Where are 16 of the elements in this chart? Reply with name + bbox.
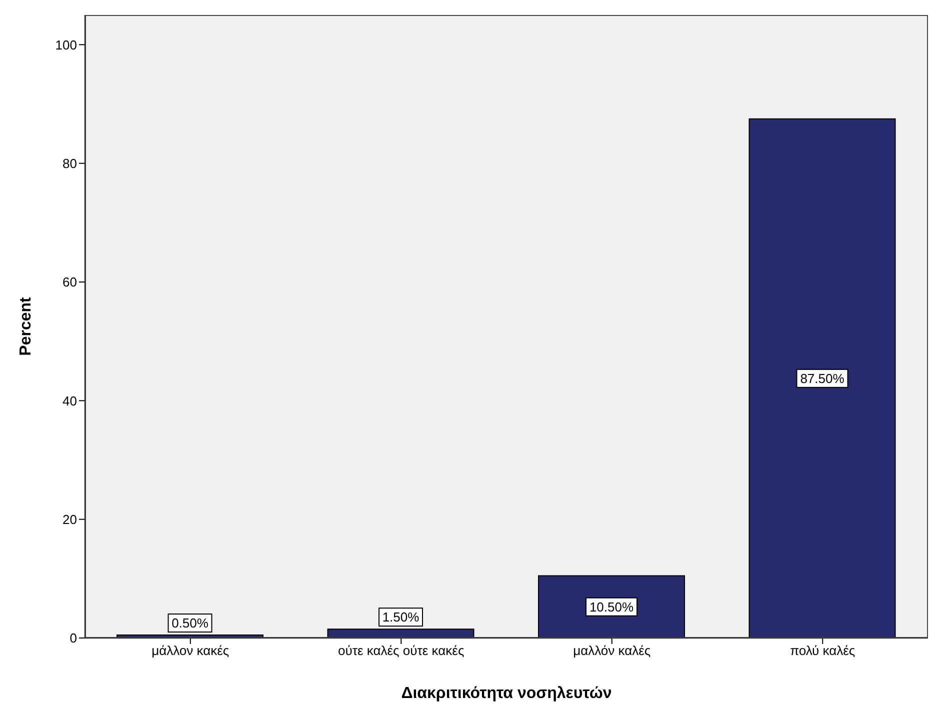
y-tick-label: 100 — [55, 37, 77, 52]
y-tick-label: 40 — [62, 393, 77, 408]
x-tick-label: μάλλον κακές — [152, 643, 230, 658]
x-axis-title: Διακριτικότητα νοσηλευτών — [401, 685, 612, 702]
x-tick-label: πολύ καλές — [790, 643, 856, 658]
data-label: 87.50% — [800, 370, 845, 386]
data-label: 0.50% — [172, 616, 209, 631]
data-label: 1.50% — [382, 610, 420, 625]
y-tick-label: 20 — [62, 512, 77, 527]
data-label: 10.50% — [589, 599, 634, 614]
x-tick-label: ούτε καλές ούτε κακές — [338, 643, 464, 658]
x-tick-label: μαλλόν καλές — [573, 643, 651, 658]
y-tick-label: 60 — [62, 274, 77, 290]
y-tick-label: 0 — [70, 630, 77, 646]
y-tick-label: 80 — [62, 156, 77, 171]
y-axis-title: Percent — [18, 296, 35, 356]
